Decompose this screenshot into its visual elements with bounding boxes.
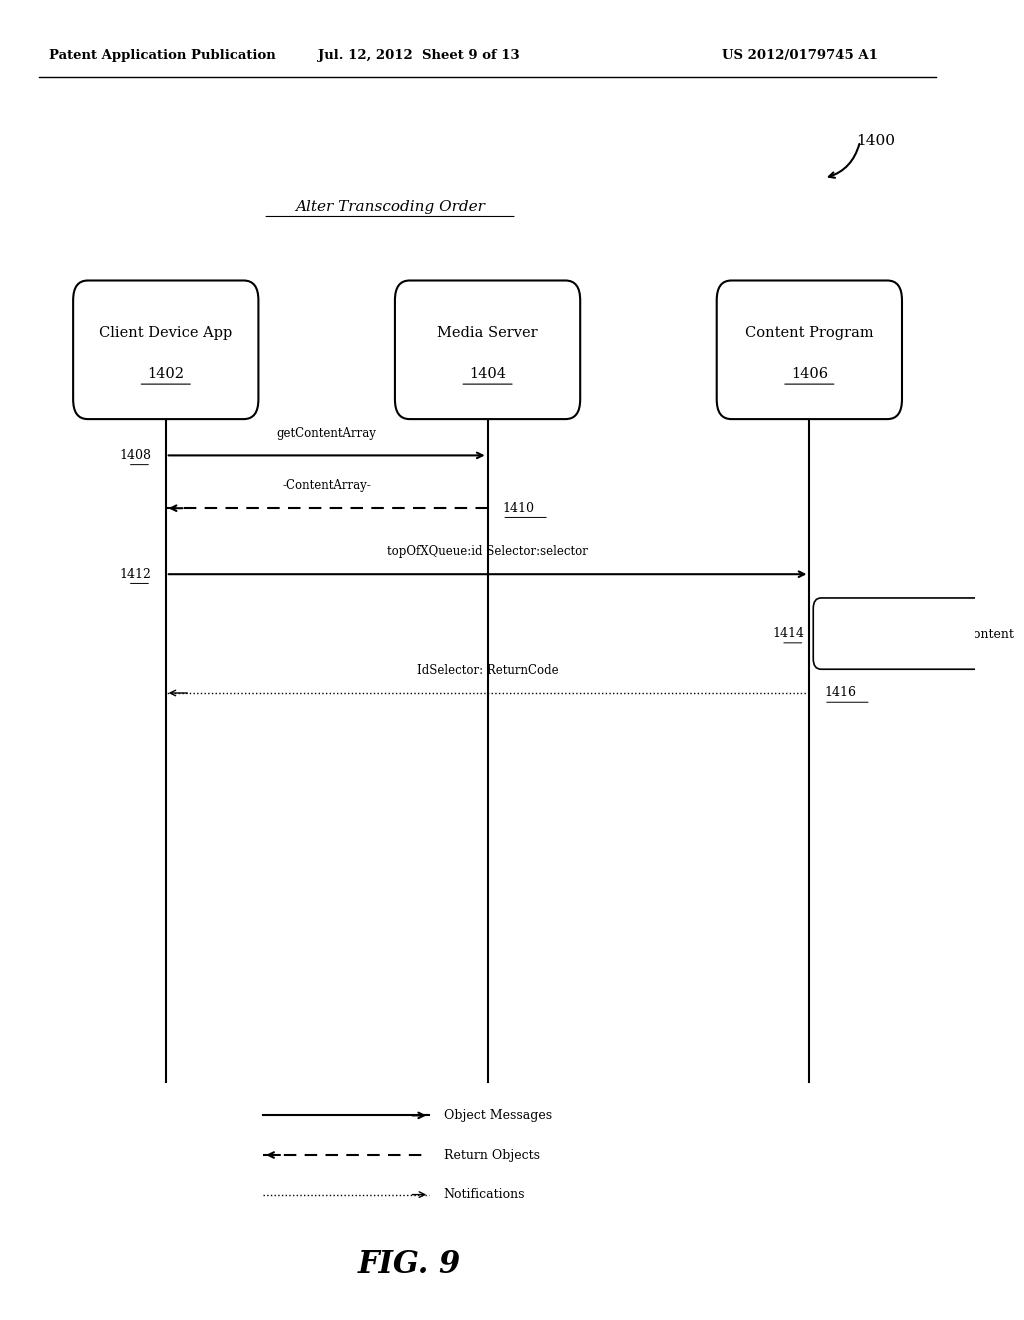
Text: 1408: 1408 xyxy=(119,449,152,462)
Text: 1404: 1404 xyxy=(469,367,506,380)
Text: FIG. 9: FIG. 9 xyxy=(358,1249,461,1280)
Text: topOfXQueue:id Selector:selector: topOfXQueue:id Selector:selector xyxy=(387,545,588,558)
Text: US 2012/0179745 A1: US 2012/0179745 A1 xyxy=(722,49,878,62)
Text: -ContentArray-: -ContentArray- xyxy=(283,479,371,492)
Text: 1416: 1416 xyxy=(824,686,856,700)
Text: 1402: 1402 xyxy=(147,367,184,380)
Text: Alter Transcoding Order: Alter Transcoding Order xyxy=(295,201,485,214)
Text: REST_API::downloadcontent: REST_API::downloadcontent xyxy=(833,627,1015,640)
Text: 1400: 1400 xyxy=(856,135,895,148)
Text: Content Program: Content Program xyxy=(745,326,873,339)
Text: 1406: 1406 xyxy=(791,367,828,380)
Text: Jul. 12, 2012  Sheet 9 of 13: Jul. 12, 2012 Sheet 9 of 13 xyxy=(318,49,520,62)
Text: Media Server: Media Server xyxy=(437,326,538,339)
FancyBboxPatch shape xyxy=(717,281,902,420)
FancyBboxPatch shape xyxy=(73,281,258,420)
Text: 1414: 1414 xyxy=(772,627,805,640)
Text: IdSelector: ReturnCode: IdSelector: ReturnCode xyxy=(417,664,558,677)
Text: 1410: 1410 xyxy=(502,502,535,515)
Text: Return Objects: Return Objects xyxy=(443,1148,540,1162)
FancyBboxPatch shape xyxy=(813,598,1024,669)
Text: Patent Application Publication: Patent Application Publication xyxy=(49,49,275,62)
Text: Object Messages: Object Messages xyxy=(443,1109,552,1122)
Text: Client Device App: Client Device App xyxy=(99,326,232,339)
Text: Notifications: Notifications xyxy=(443,1188,525,1201)
FancyBboxPatch shape xyxy=(395,281,581,420)
Text: 1412: 1412 xyxy=(119,568,152,581)
Text: getContentArray: getContentArray xyxy=(276,426,377,440)
